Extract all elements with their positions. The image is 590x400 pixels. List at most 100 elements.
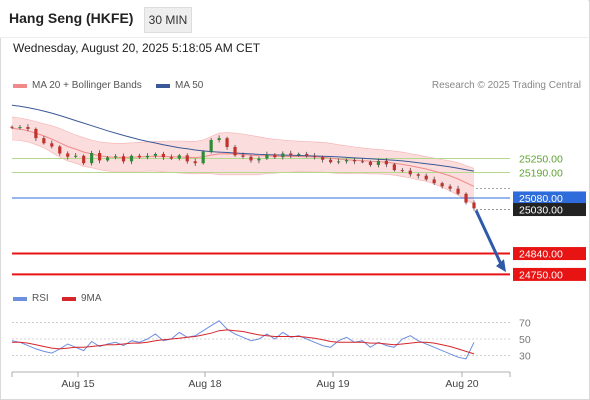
candle-up: [344, 159, 349, 162]
legend-bollinger-label: MA 20 + Bollinger Bands: [32, 80, 142, 91]
bollinger-lower-line: [11, 139, 475, 205]
candle-down: [98, 153, 102, 161]
legend-ma50: MA 50: [156, 80, 203, 91]
candle-down: [305, 153, 309, 156]
rsi-ma-line: [12, 329, 475, 355]
forecast-arrow-head: [496, 259, 506, 273]
candle-down: [137, 155, 142, 158]
candle-down: [121, 156, 126, 162]
legend-rsi-label: RSI: [32, 293, 49, 304]
candle-down: [384, 160, 388, 165]
candle-down: [472, 202, 476, 209]
rsi-swatch: [13, 296, 27, 301]
time-axis-label: Aug 19: [316, 378, 349, 390]
candle-down: [352, 159, 357, 162]
candle-up: [105, 157, 110, 161]
candle-down: [456, 188, 460, 194]
candle-down: [273, 154, 277, 158]
price-tag-label: 25250.00: [519, 154, 563, 166]
candle-down: [313, 155, 317, 158]
title-bar: Hang Seng (HKFE) 30 MIN: [0, 0, 588, 38]
candle-down: [424, 175, 428, 180]
candle-down: [193, 161, 197, 164]
candle-down: [50, 143, 54, 147]
candle-up: [145, 155, 150, 158]
candle-up: [297, 153, 301, 156]
candle-down: [225, 138, 229, 147]
time-axis-label: Aug 15: [61, 378, 94, 390]
candle-down: [34, 128, 38, 139]
legend-rsi-ma-label: 9MA: [81, 293, 102, 304]
candle-down: [321, 157, 325, 160]
candle-up: [74, 155, 78, 157]
bollinger-band-fill: [12, 116, 474, 205]
time-axis-label: Aug 20: [445, 378, 478, 390]
price-tag-bg: [513, 191, 586, 205]
candle-down: [233, 146, 237, 156]
candle-down: [368, 161, 373, 166]
candle-down: [400, 170, 404, 172]
candle-down: [249, 156, 253, 161]
rsi-tick-label: 70: [519, 317, 531, 329]
price-tag-label: 24750.00: [519, 269, 563, 281]
candle-down: [82, 155, 86, 164]
bollinger-swatch: [13, 83, 27, 88]
candle-down: [42, 138, 46, 144]
price-tag-label: 24840.00: [519, 249, 563, 261]
timestamp: Wednesday, August 20, 2025 5:18:05 AM CE…: [13, 41, 261, 55]
candle-down: [66, 153, 70, 157]
ma50-swatch: [156, 83, 170, 88]
price-tag-bg: [513, 267, 586, 281]
candle-down: [58, 146, 62, 154]
candle-down: [241, 155, 245, 157]
candle-up: [90, 153, 94, 164]
candle-down: [392, 164, 396, 171]
candle-down: [26, 127, 30, 129]
candle-up: [217, 138, 221, 141]
price-tag-label: 25030.00: [519, 205, 563, 217]
legend-bollinger: MA 20 + Bollinger Bands: [13, 80, 142, 91]
candle-down: [169, 157, 173, 159]
candle-up: [177, 155, 181, 159]
legend-rsi: RSI: [13, 293, 49, 304]
candle-down: [289, 153, 293, 156]
rsi-line: [11, 320, 475, 360]
candle-down: [440, 183, 444, 187]
candle-up: [201, 151, 205, 164]
legend-ma50-label: MA 50: [175, 80, 204, 91]
candle-down: [161, 153, 165, 158]
candle-up: [257, 158, 261, 161]
price-tag-label: 25080.00: [519, 193, 563, 205]
price-tag-bg: [513, 247, 586, 261]
candle-up: [265, 154, 269, 159]
candle-up: [153, 153, 157, 156]
forecast-arrow-shaft: [474, 209, 503, 265]
price-tag-label: 25190.00: [519, 167, 563, 179]
candle-down: [10, 126, 14, 128]
instrument-title: Hang Seng (HKFE): [9, 10, 134, 26]
legend-rsi-ma: 9MA: [62, 293, 102, 304]
price-tag-bg: [513, 203, 586, 217]
candle-down: [464, 193, 468, 203]
candle-up: [209, 140, 213, 152]
rsi-tick-label: 50: [519, 334, 531, 346]
interval-button[interactable]: 30 MIN: [144, 7, 192, 33]
rsi-ma-swatch: [62, 296, 76, 301]
bollinger-upper-line: [11, 116, 475, 169]
candle-up: [376, 160, 381, 166]
candle-down: [360, 161, 365, 163]
candle-down: [416, 174, 420, 176]
candle-up: [129, 155, 134, 162]
candle-down: [185, 155, 189, 162]
candle-down: [432, 179, 436, 184]
candle-up: [281, 153, 285, 158]
candle-up: [113, 156, 118, 158]
candle-up: [336, 161, 341, 163]
credit: Research © 2025 Trading Central: [431, 80, 581, 91]
candle-down: [329, 159, 333, 163]
candle-down: [448, 186, 452, 189]
candle-up: [18, 127, 22, 129]
rsi-tick-label: 30: [519, 351, 531, 363]
